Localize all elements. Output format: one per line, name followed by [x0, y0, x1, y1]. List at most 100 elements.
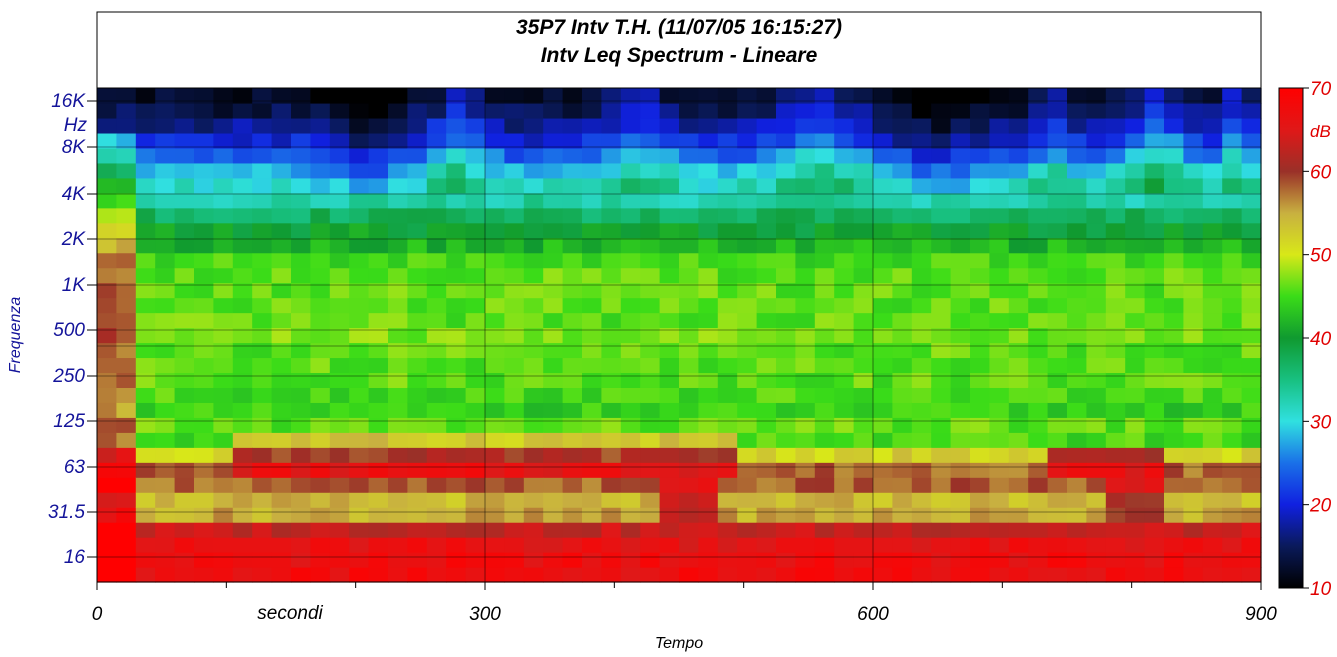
heatmap-cell	[698, 357, 718, 373]
heatmap-cell	[349, 342, 369, 358]
heatmap-cell	[97, 298, 117, 314]
heatmap-cell	[737, 402, 757, 418]
heatmap-cell	[1106, 298, 1126, 314]
heatmap-cell	[524, 193, 544, 209]
heatmap-cell	[1145, 507, 1165, 523]
heatmap-cell	[660, 522, 680, 538]
heatmap-cell	[1145, 357, 1165, 373]
heatmap-cell	[873, 342, 893, 358]
heatmap-cell	[795, 402, 815, 418]
heatmap-cell	[912, 238, 932, 254]
heatmap-cell	[524, 118, 544, 134]
heatmap-cell	[1203, 417, 1223, 433]
heatmap-cell	[504, 552, 524, 568]
heatmap-cell	[931, 268, 951, 284]
heatmap-cell	[543, 148, 563, 164]
heatmap-cell	[369, 253, 389, 269]
heatmap-cell	[407, 298, 427, 314]
heatmap-cell	[155, 193, 175, 209]
heatmap-cell	[951, 537, 971, 553]
heatmap-cell	[485, 208, 505, 224]
heatmap-cell	[155, 223, 175, 239]
heatmap-cell	[621, 253, 641, 269]
heatmap-cell	[1086, 387, 1106, 403]
heatmap-cell	[524, 432, 544, 448]
heatmap-cell	[213, 372, 233, 388]
heatmap-cell	[737, 477, 757, 493]
heatmap-cell	[563, 507, 583, 523]
heatmap-cell	[194, 103, 214, 119]
heatmap-cell	[330, 477, 350, 493]
heatmap-cell	[563, 148, 583, 164]
heatmap-cell	[1222, 313, 1242, 329]
heatmap-cell	[1009, 133, 1029, 149]
heatmap-cell	[951, 432, 971, 448]
heatmap-cell	[873, 402, 893, 418]
heatmap-cell	[795, 148, 815, 164]
heatmap-cell	[155, 118, 175, 134]
heatmap-cell	[407, 537, 427, 553]
heatmap-cell	[951, 477, 971, 493]
heatmap-cell	[175, 552, 195, 568]
heatmap-cell	[737, 447, 757, 463]
heatmap-cell	[1145, 447, 1165, 463]
heatmap-cell	[116, 507, 136, 523]
heatmap-cell	[543, 103, 563, 119]
heatmap-cell	[97, 462, 117, 478]
heatmap-cell	[1145, 133, 1165, 149]
heatmap-cell	[989, 387, 1009, 403]
heatmap-cell	[815, 357, 835, 373]
heatmap-cell	[1106, 492, 1126, 508]
heatmap-cell	[1222, 552, 1242, 568]
heatmap-cell	[233, 313, 253, 329]
heatmap-cell	[291, 238, 311, 254]
heatmap-cell	[466, 253, 486, 269]
heatmap-cell	[601, 492, 621, 508]
heatmap-cell	[660, 387, 680, 403]
heatmap-cell	[175, 417, 195, 433]
heatmap-cell	[815, 148, 835, 164]
heatmap-cell	[757, 253, 777, 269]
heatmap-cell	[272, 477, 292, 493]
heatmap-cell	[485, 178, 505, 194]
heatmap-cell	[892, 447, 912, 463]
heatmap-cell	[582, 223, 602, 239]
heatmap-cell	[272, 118, 292, 134]
heatmap-cell	[272, 522, 292, 538]
heatmap-cell	[698, 492, 718, 508]
heatmap-cell	[854, 552, 874, 568]
heatmap-cell	[834, 432, 854, 448]
heatmap-cell	[912, 223, 932, 239]
heatmap-cell	[1067, 178, 1087, 194]
heatmap-cell	[1106, 447, 1126, 463]
heatmap-cell	[1242, 522, 1262, 538]
heatmap-cell	[136, 223, 156, 239]
heatmap-cell	[330, 357, 350, 373]
heatmap-cell	[407, 238, 427, 254]
heatmap-cell	[330, 432, 350, 448]
heatmap-cell	[563, 163, 583, 179]
heatmap-cell	[1106, 148, 1126, 164]
heatmap-cell	[1106, 522, 1126, 538]
heatmap-cell	[563, 492, 583, 508]
heatmap-cell	[951, 357, 971, 373]
heatmap-cell	[116, 492, 136, 508]
heatmap-cell	[640, 118, 660, 134]
heatmap-cell	[640, 193, 660, 209]
heatmap-cell	[466, 103, 486, 119]
heatmap-cell	[213, 268, 233, 284]
heatmap-cell	[349, 163, 369, 179]
heatmap-cell	[776, 208, 796, 224]
heatmap-cell	[1009, 492, 1029, 508]
heatmap-cell	[989, 178, 1009, 194]
heatmap-cell	[213, 432, 233, 448]
heatmap-cell	[1048, 118, 1068, 134]
heatmap-cell	[485, 163, 505, 179]
heatmap-cell	[349, 567, 369, 583]
heatmap-cell	[601, 268, 621, 284]
heatmap-cell	[1067, 372, 1087, 388]
heatmap-cell	[718, 103, 738, 119]
heatmap-cell	[1048, 133, 1068, 149]
heatmap-cell	[873, 118, 893, 134]
